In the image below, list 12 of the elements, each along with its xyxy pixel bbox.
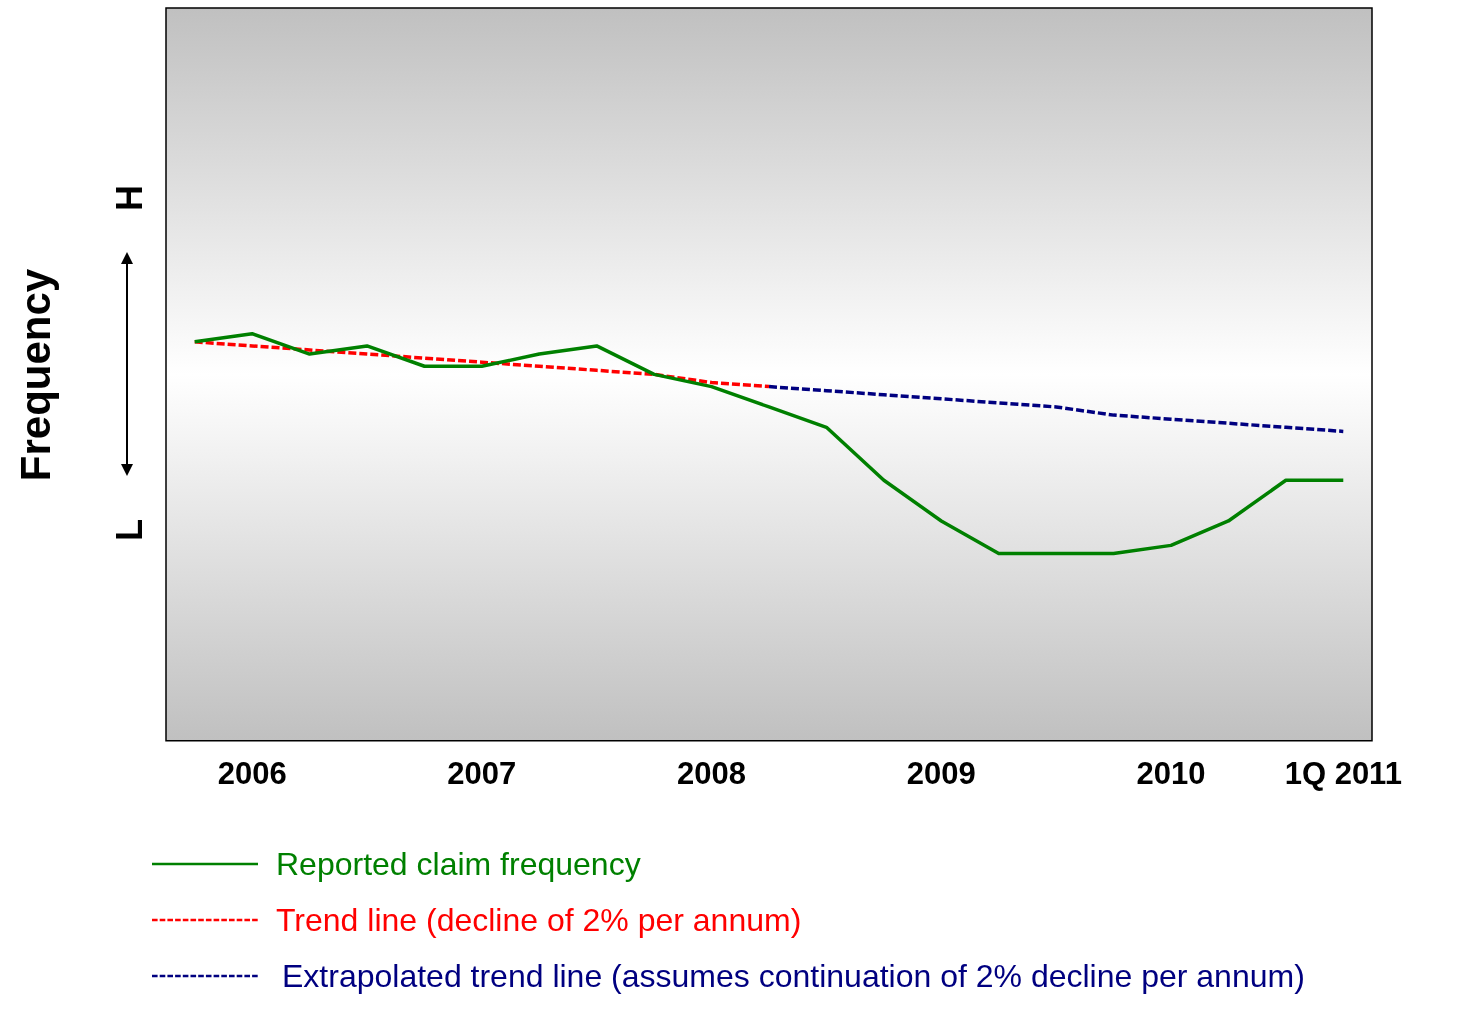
- x-tick-label: 2009: [906, 755, 976, 791]
- text: L: [109, 519, 151, 541]
- legend-label: Trend line (decline of 2% per annum): [276, 901, 802, 939]
- y-axis-title: Frequency: [12, 268, 60, 482]
- legend-label: Reported claim frequency: [276, 845, 641, 883]
- x-tick-label: 2006: [217, 755, 287, 791]
- x-tick-label: 2010: [1136, 755, 1206, 791]
- x-tick-label: 2007: [447, 755, 517, 791]
- x-tick-label: 2008: [677, 755, 747, 791]
- x-tick-label: 1Q 2011: [1284, 755, 1402, 791]
- legend-label: Extrapolated trend line (assumes continuation of 2% decline per annum): [282, 957, 1305, 995]
- text: H: [109, 185, 151, 211]
